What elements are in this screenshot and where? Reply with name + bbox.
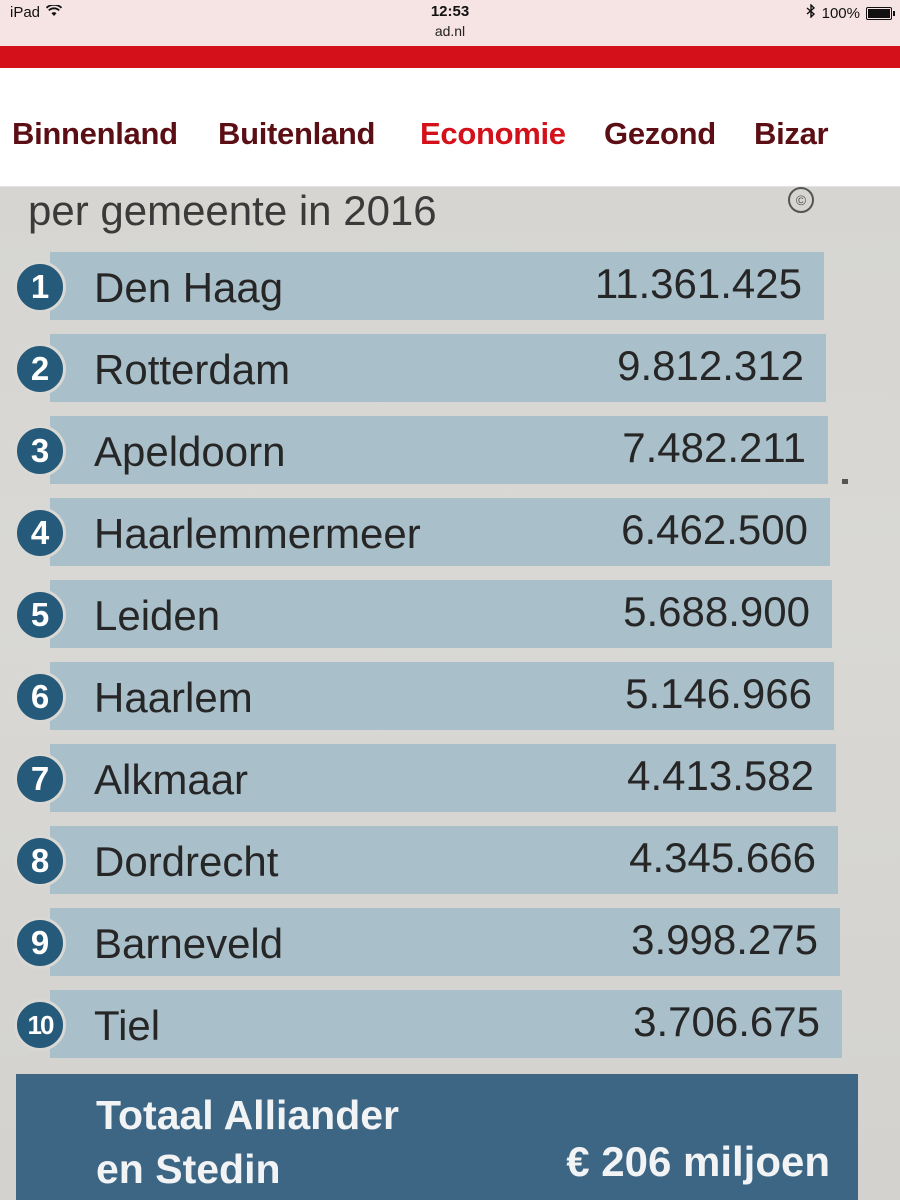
ink-dot [842,479,848,484]
rank-badge: 7 [14,753,66,805]
city-amount: 5.146.966 [625,670,812,717]
city-name: Dordrecht [94,838,279,885]
ranking-row: 2 Rotterdam 9.812.312 [0,334,860,402]
ranking-row-band [50,416,828,484]
city-amount: 7.482.211 [622,424,806,471]
rank-badge: 6 [14,671,66,723]
ranking-row: 9 Barneveld 3.998.275 [0,908,860,976]
status-bar: iPad 12:53 ad.nl 100% [0,0,900,46]
rank-badge: 9 [14,917,66,969]
table-subtitle: per gemeente in 2016 [28,187,437,234]
nav-item-gezond[interactable]: Gezond [604,116,716,151]
city-name: Apeldoorn [94,428,286,475]
city-name: Rotterdam [94,346,291,393]
brand-bar [0,46,900,68]
ranking-row: 6 Haarlem 5.146.966 [0,662,860,730]
nav-item-binnenland[interactable]: Binnenland [12,116,178,151]
status-right: 100% [806,3,895,22]
city-amount: 3.706.675 [633,998,820,1045]
device-label: iPad [10,4,41,21]
bluetooth-icon [806,3,816,22]
ranking-row-band [50,908,840,976]
ranking-row-band [50,252,824,320]
url-label[interactable]: ad.nl [434,23,466,39]
ranking-row-band [50,334,826,402]
rank-badge: 4 [14,507,66,559]
city-amount: 9.812.312 [617,342,804,389]
ranking-row-band [50,580,832,648]
city-name: Barneveld [94,920,284,967]
wifi-icon [45,3,63,21]
section-nav: Binnenland Buitenland Economie Gezond Bi… [0,68,900,187]
city-amount: 5.688.900 [623,588,810,635]
total-box: Totaal Alliander en Stedin € 206 miljoen [16,1074,858,1200]
city-amount: 4.413.582 [627,752,814,799]
ranking-row-band [50,498,830,566]
total-label-line2: en Stedin [96,1146,281,1192]
copyright-icon: © [788,187,814,213]
ranking-row: 5 Leiden 5.688.900 [0,580,860,648]
status-left: iPad [10,3,63,21]
ranking-row-band [50,744,836,812]
ranking-row-band [50,990,842,1058]
ranking-row: 10 Tiel 3.706.675 [0,990,860,1058]
ranking-row: 8 Dordrecht 4.345.666 [0,826,860,894]
city-amount: 3.998.275 [631,916,818,963]
city-name: Leiden [94,592,221,639]
total-value: € 206 miljoen [566,1138,830,1185]
total-label: Totaal Alliander en Stedin [96,1088,496,1196]
rank-badge: 1 [14,261,66,313]
rank-badge: 5 [14,589,66,641]
ranking-row: 4 Haarlemmermeer 6.462.500 [0,498,860,566]
rank-badge: 10 [14,999,66,1051]
city-amount: 6.462.500 [621,506,808,553]
article-image: per gemeente in 2016 © 1 Den Haag 11.361.4… [0,187,900,1200]
city-name: Den Haag [94,264,284,311]
city-amount: 4.345.666 [629,834,816,881]
battery-percent: 100% [821,4,860,22]
ranking-row-band [50,662,834,730]
ranking-row: 7 Alkmaar 4.413.582 [0,744,860,812]
nav-item-buitenland[interactable]: Buitenland [218,116,376,151]
city-name: Alkmaar [94,756,249,803]
city-name: Tiel [94,1002,161,1049]
battery-icon [866,6,895,20]
total-label-line1: Totaal Alliander [96,1092,399,1138]
rank-badge: 2 [14,343,66,395]
clock: 12:53 [430,3,470,20]
city-name: Haarlemmermeer [94,510,421,557]
rank-badge: 8 [14,835,66,887]
ranking-row: 1 Den Haag 11.361.425 [0,252,860,320]
nav-item-economie[interactable]: Economie [420,116,566,151]
rank-badge: 3 [14,425,66,477]
ranking-row-band [50,826,838,894]
city-amount: 11.361.425 [594,260,802,307]
city-name: Haarlem [94,674,253,721]
nav-item-bizar[interactable]: Bizar [754,116,829,151]
ranking-row: 3 Apeldoorn 7.482.211 [0,416,860,484]
